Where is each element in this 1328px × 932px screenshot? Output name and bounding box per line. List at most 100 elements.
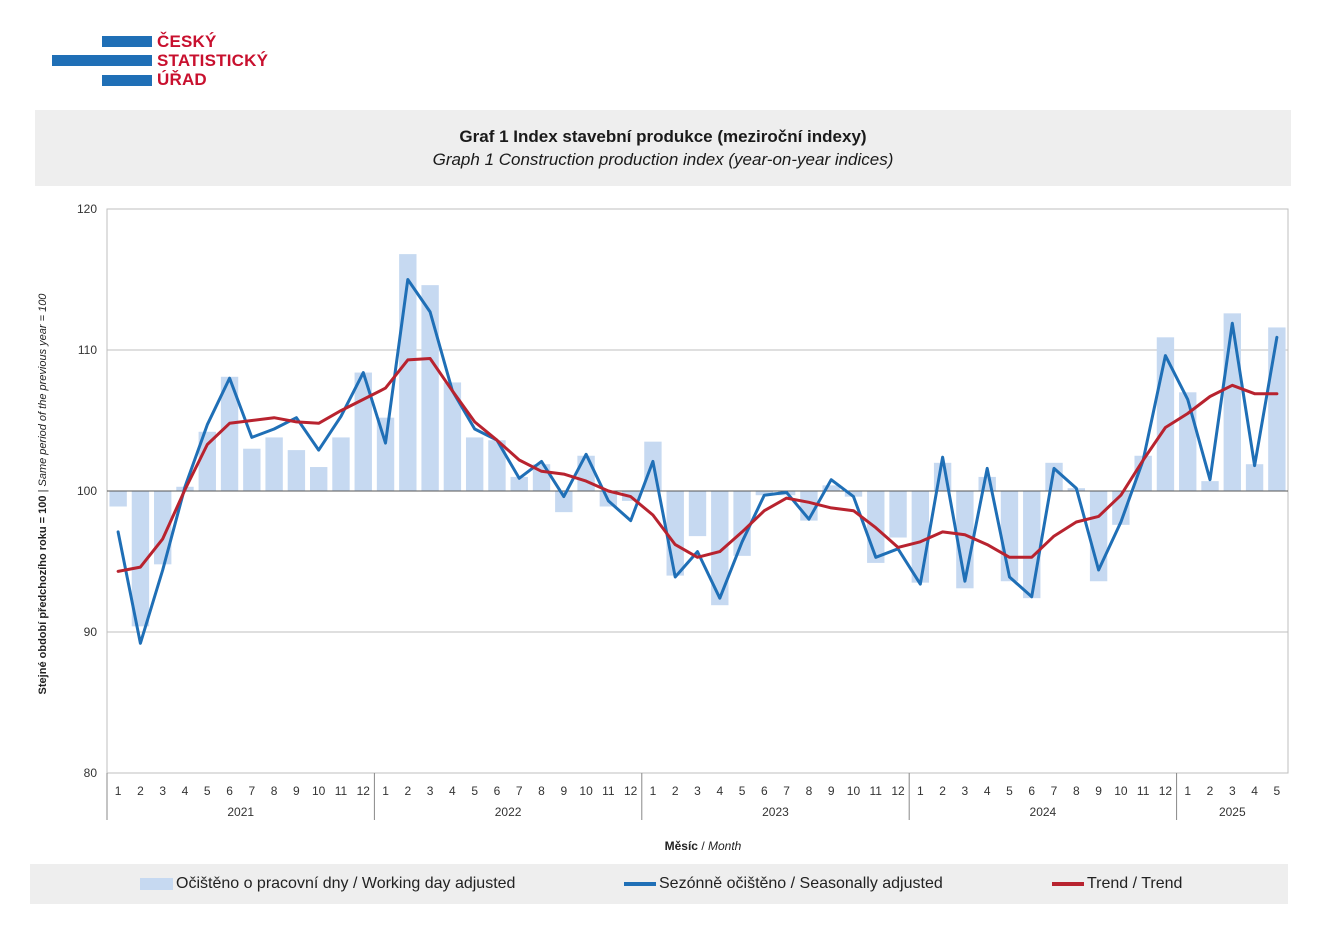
x-tick-label: 10	[847, 784, 861, 798]
x-tick-label: 3	[1229, 784, 1236, 798]
x-tick-label: 5	[204, 784, 211, 798]
y-tick-label: 80	[84, 766, 98, 780]
logo: ČESKÝ STATISTICKÝ ÚŘAD	[52, 32, 272, 92]
x-tick-label: 4	[984, 784, 991, 798]
x-tick-label: 2	[672, 784, 679, 798]
x-axis-title: Měsíc / Month	[665, 839, 742, 853]
bar-working-day-adjusted	[978, 476, 996, 491]
x-tick-label: 5	[739, 784, 746, 798]
chart-title: Graf 1 Index stavební produkce (meziročn…	[459, 127, 867, 146]
x-tick-label: 8	[806, 784, 813, 798]
x-tick-label: 10	[579, 784, 593, 798]
legend-swatch-bars	[140, 878, 173, 890]
chart-title-box: Graf 1 Index stavební produkce (meziročn…	[35, 110, 1291, 186]
legend-label-seasonal: Sezónně očištěno / Seasonally adjusted	[659, 875, 943, 892]
x-tick-label: 12	[891, 784, 905, 798]
x-tick-label: 7	[248, 784, 255, 798]
x-tick-label: 3	[427, 784, 434, 798]
x-tick-label: 11	[602, 784, 615, 798]
year-label: 2024	[1030, 805, 1057, 819]
bar-working-day-adjusted	[1245, 464, 1264, 491]
bar-working-day-adjusted	[421, 285, 439, 491]
x-tick-label: 6	[226, 784, 233, 798]
x-tick-label: 9	[828, 784, 835, 798]
x-tick-label: 4	[1251, 784, 1258, 798]
x-tick-label: 1	[650, 784, 657, 798]
bar-working-day-adjusted	[376, 417, 395, 491]
bar-working-day-adjusted	[309, 467, 328, 491]
x-tick-label: 5	[1006, 784, 1013, 798]
bar-working-day-adjusted	[1201, 481, 1219, 491]
bar-working-day-adjusted	[198, 431, 216, 491]
x-tick-label: 1	[1184, 784, 1191, 798]
bar-working-day-adjusted	[243, 448, 261, 491]
x-tick-label: 2	[404, 784, 411, 798]
bar-working-day-adjusted	[755, 491, 774, 496]
year-label: 2025	[1219, 805, 1246, 819]
x-tick-label: 2	[1207, 784, 1214, 798]
x-tick-label: 4	[182, 784, 189, 798]
bar-working-day-adjusted	[1268, 327, 1286, 491]
y-tick-label: 100	[77, 484, 97, 498]
x-tick-label: 8	[1073, 784, 1080, 798]
x-tick-label: 6	[1028, 784, 1035, 798]
x-tick-label: 7	[516, 784, 523, 798]
y-tick-label: 110	[78, 343, 97, 357]
bar-working-day-adjusted	[488, 440, 506, 491]
bar-working-day-adjusted	[733, 491, 751, 556]
x-tick-label: 2	[939, 784, 946, 798]
bar-working-day-adjusted	[287, 450, 306, 491]
y-tick-label: 90	[84, 625, 98, 639]
logo-line-3: ÚŘAD	[157, 70, 207, 89]
chart-subtitle: Graph 1 Construction production index (y…	[432, 150, 894, 169]
bar-working-day-adjusted	[510, 476, 528, 491]
x-tick-label: 1	[115, 784, 122, 798]
logo-bar	[52, 55, 152, 66]
x-tick-label: 1	[382, 784, 389, 798]
x-tick-label: 9	[1095, 784, 1102, 798]
x-tick-label: 5	[1274, 784, 1281, 798]
year-label: 2021	[227, 805, 254, 819]
y-axis-title: Stejné období předchozího roku = 100 | S…	[37, 293, 49, 695]
x-tick-label: 9	[293, 784, 300, 798]
x-tick-label: 6	[761, 784, 768, 798]
bar-working-day-adjusted	[443, 382, 462, 491]
x-tick-label: 7	[783, 784, 790, 798]
x-tick-label: 8	[538, 784, 545, 798]
logo-bar	[102, 36, 152, 47]
bar-working-day-adjusted	[1000, 491, 1019, 582]
bar-working-day-adjusted	[666, 491, 684, 576]
x-tick-label: 11	[1137, 784, 1150, 798]
bar-working-day-adjusted	[1023, 491, 1041, 599]
legend-swatch-trend	[1052, 882, 1084, 886]
x-tick-label: 12	[624, 784, 638, 798]
legend-swatch-seasonal	[624, 882, 656, 886]
bar-working-day-adjusted	[911, 491, 930, 583]
x-tick-label: 8	[271, 784, 278, 798]
x-tick-label: 3	[962, 784, 969, 798]
bar-working-day-adjusted	[109, 491, 127, 507]
x-tick-label: 3	[694, 784, 701, 798]
x-tick-label: 5	[471, 784, 478, 798]
bar-working-day-adjusted	[465, 437, 484, 491]
bar-working-day-adjusted	[220, 376, 239, 491]
x-tick-label: 6	[494, 784, 501, 798]
legend-label-trend: Trend / Trend	[1087, 875, 1183, 892]
year-label: 2023	[762, 805, 789, 819]
line-seasonally-adjusted	[116, 278, 1279, 645]
bar-working-day-adjusted	[577, 455, 595, 491]
bar-working-day-adjusted	[844, 491, 863, 497]
x-tick-label: 12	[357, 784, 371, 798]
x-tick-label: 3	[159, 784, 166, 798]
x-tick-label: 4	[716, 784, 723, 798]
bar-working-day-adjusted	[711, 491, 729, 606]
bar-working-day-adjusted	[332, 437, 350, 491]
bar-working-day-adjusted	[131, 491, 150, 627]
x-tick-label: 11	[335, 784, 348, 798]
legend-label-bars: Očištěno o pracovní dny / Working day ad…	[176, 875, 516, 892]
bar-working-day-adjusted	[889, 491, 907, 538]
x-tick-label: 2	[137, 784, 144, 798]
logo-text: ČESKÝ STATISTICKÝ ÚŘAD	[157, 32, 268, 89]
bar-working-day-adjusted	[688, 491, 707, 537]
